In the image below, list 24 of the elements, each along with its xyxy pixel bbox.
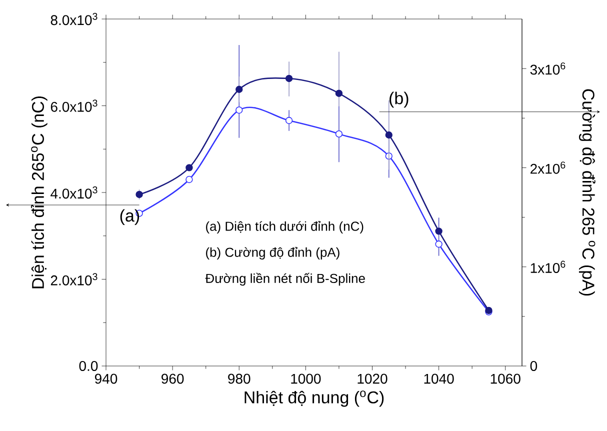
y-tick-label: 0.0 bbox=[79, 361, 98, 371]
y-axis-title: Diện tích đỉnh 265$^{o}$C (nC) bbox=[30, 96, 48, 288]
annotation: (a) Diện tích dưới đỉnh (nC) bbox=[206, 220, 364, 234]
y2-tick-label: 0 bbox=[530, 361, 538, 371]
x-tick-label: 1000 bbox=[291, 374, 321, 384]
y2-tick-label: 1x10$^{6}$ bbox=[530, 260, 566, 273]
x-tick-label: 1020 bbox=[358, 374, 388, 384]
y2-tick-label: 2x10$^{6}$ bbox=[530, 162, 566, 174]
y-tick-label: 6.0x10$^{3}$ bbox=[50, 100, 98, 112]
y2-tick-label: 3x10$^{6}$ bbox=[530, 62, 566, 75]
x-axis-title: Nhiệt độ nung ($^{o}$C) bbox=[244, 390, 384, 407]
x-tick-label: 1040 bbox=[424, 374, 454, 384]
annotation: (b) Cường độ đỉnh (pA) bbox=[206, 246, 340, 260]
annotation: (a) bbox=[120, 209, 140, 226]
annotation: (b) bbox=[390, 92, 408, 108]
annotation: Đường liền nét nối B-Spline bbox=[205, 272, 365, 286]
y-tick-label: 4.0x10$^{3}$ bbox=[50, 186, 98, 199]
y-tick-label: 2.0x10$^{3}$ bbox=[50, 273, 98, 286]
y-tick-label: 8.0x10$^{3}$ bbox=[50, 12, 98, 26]
x-tick-label: 980 bbox=[228, 374, 250, 384]
x-tick-label: 960 bbox=[162, 374, 184, 384]
x-tick-label: 1060 bbox=[490, 374, 520, 384]
x-tick-label: 940 bbox=[94, 374, 118, 384]
y2-axis-title: Cường độ đỉnh 265 $^{o}$C (pA) bbox=[578, 89, 596, 296]
